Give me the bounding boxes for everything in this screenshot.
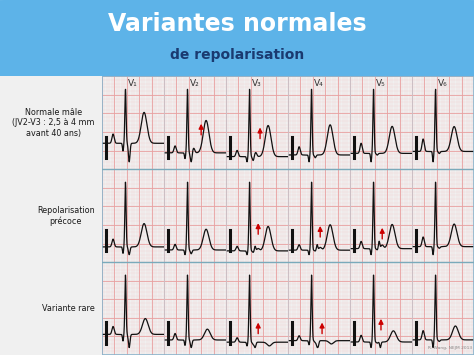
Text: Normale mâle
(JV2-V3 : 2,5 à 4 mm
avant 40 ans): Normale mâle (JV2-V3 : 2,5 à 4 mm avant … <box>12 108 94 138</box>
Text: V₄: V₄ <box>314 79 324 88</box>
Text: Repolarisation
précoce: Repolarisation précoce <box>37 206 94 226</box>
Text: de repolarisation: de repolarisation <box>170 48 304 62</box>
Text: V₆: V₆ <box>438 79 448 88</box>
Text: Variantes normales: Variantes normales <box>108 12 366 37</box>
Text: V₅: V₅ <box>376 79 386 88</box>
Text: V₃: V₃ <box>252 79 262 88</box>
Text: V₂: V₂ <box>190 79 200 88</box>
Text: Variante rare: Variante rare <box>42 304 94 313</box>
Text: R. Wang, NEJM 2013: R. Wang, NEJM 2013 <box>428 346 472 350</box>
FancyBboxPatch shape <box>0 0 474 76</box>
Text: V₁: V₁ <box>128 79 138 88</box>
